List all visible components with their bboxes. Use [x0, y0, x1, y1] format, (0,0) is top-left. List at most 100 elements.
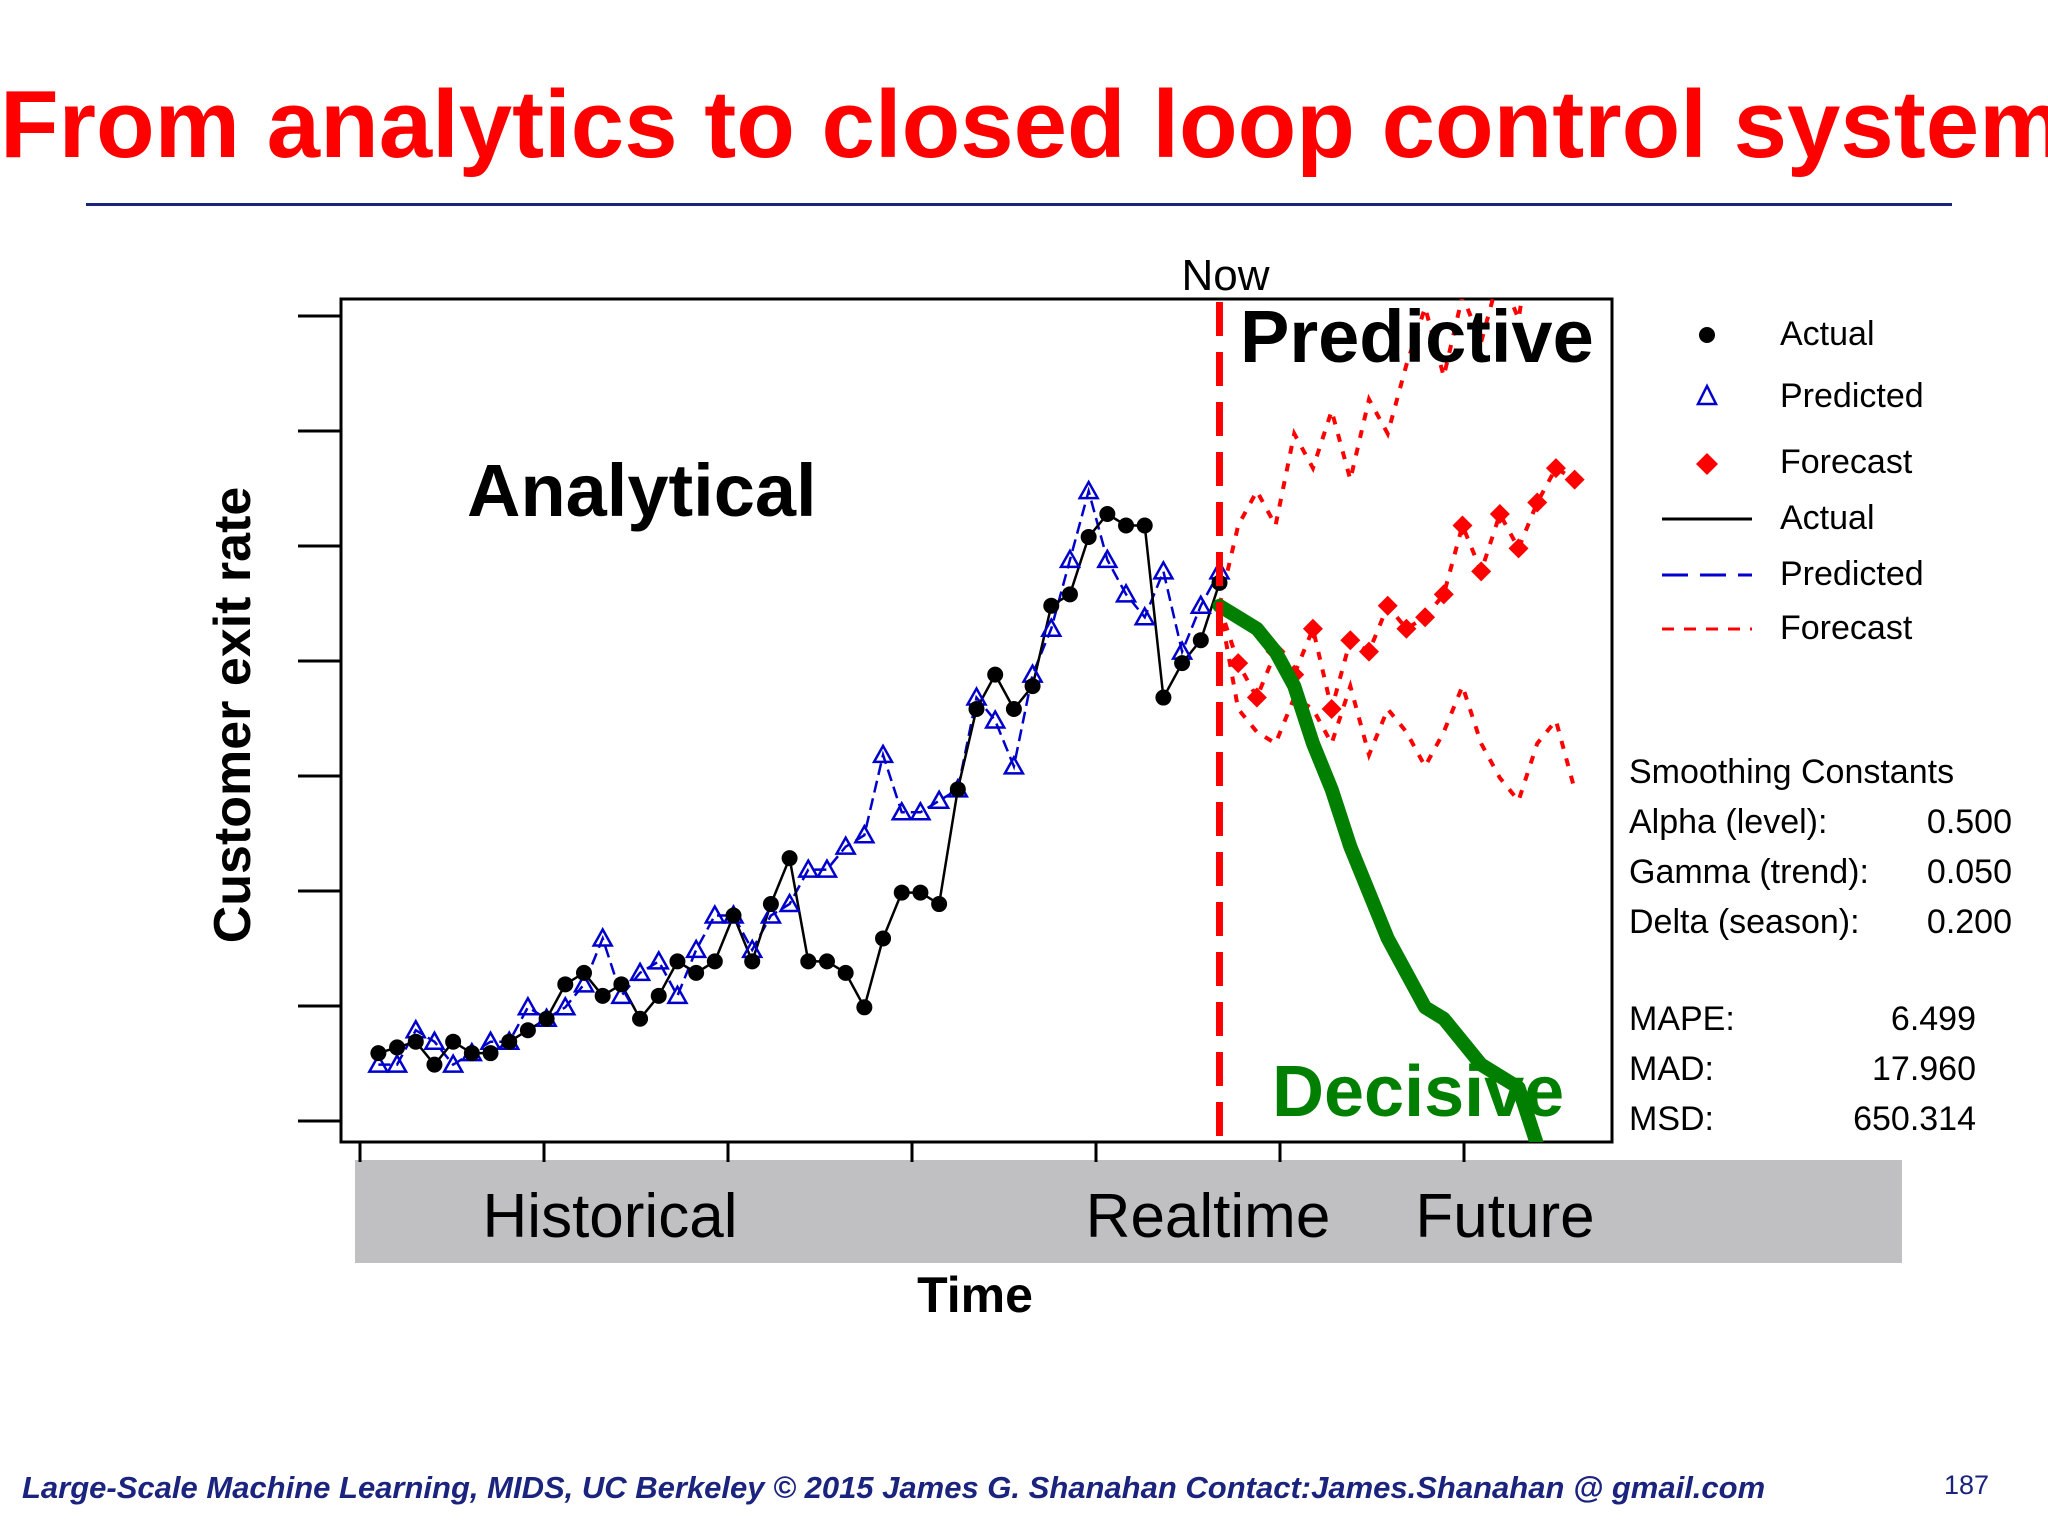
actual-point: [594, 987, 611, 1004]
legend-label: Actual: [1780, 499, 1875, 537]
predicted-point: [1002, 754, 1026, 775]
smoothing-value: 0.050: [1927, 853, 2012, 891]
actual-point: [1061, 586, 1078, 603]
predictive-label: Predictive: [1240, 295, 1594, 378]
actual-point: [837, 964, 854, 981]
actual-point: [613, 976, 630, 993]
forecast-point: [1545, 458, 1566, 479]
actual-point: [949, 781, 966, 798]
forecast-point: [1471, 561, 1492, 582]
legend-label: Actual: [1780, 315, 1875, 353]
time-band-bg: [355, 1160, 1902, 1263]
footer-credit: Large-Scale Machine Learning, MIDS, UC B…: [22, 1470, 1766, 1505]
time-band: Historical Realtime Future: [355, 1160, 1902, 1263]
accuracy-value: 17.960: [1872, 1050, 1976, 1088]
forecast-point: [1527, 492, 1548, 513]
legend-triangle-icon: [1695, 383, 1719, 406]
actual-point: [538, 1010, 555, 1027]
actual-point: [370, 1045, 387, 1062]
legend-label: Forecast: [1780, 609, 1913, 647]
actual-point: [893, 884, 910, 901]
predicted-point: [572, 972, 596, 993]
legend-label: Forecast: [1780, 443, 1913, 481]
actual-point: [781, 850, 798, 867]
actual-point: [519, 1022, 536, 1039]
predicted-point: [666, 984, 689, 1005]
forecast-point: [1302, 618, 1323, 639]
accuracy-value: 6.499: [1891, 1000, 1976, 1038]
predicted-point: [759, 903, 783, 924]
predicted-point: [703, 903, 726, 924]
forecast-point: [1433, 584, 1454, 605]
time-band-label: Historical: [483, 1182, 738, 1251]
actual-point: [669, 953, 686, 970]
accuracy-value: 650.314: [1853, 1100, 1976, 1138]
stats-panel: Smoothing Constants Alpha (level): 0.500 Ga…: [1629, 753, 2012, 1138]
accuracy-label: MSD:: [1629, 1100, 1714, 1138]
time-band-label: Future: [1415, 1182, 1594, 1251]
slide-title: From analytics to closed loop control sy…: [0, 71, 2048, 178]
forecast-line: [1217, 299, 1524, 607]
actual-point: [1043, 597, 1060, 614]
actual-point: [987, 666, 1004, 683]
forecast-point: [1377, 595, 1398, 616]
forecast-line: [1217, 605, 1577, 805]
smoothing-label: Delta (season):: [1629, 903, 1860, 941]
predicted-line: [378, 486, 1221, 1067]
predicted-point: [871, 743, 895, 764]
forecast-point: [1359, 641, 1380, 662]
actual-point: [557, 976, 574, 993]
actual-point: [856, 999, 873, 1016]
predicted-point: [1096, 548, 1119, 569]
actual-point: [800, 953, 817, 970]
legend-label: Predicted: [1780, 377, 1924, 415]
now-label: Now: [1181, 251, 1269, 300]
actual-point: [1005, 701, 1022, 718]
actual-point: [632, 1010, 649, 1027]
predicted-point: [797, 858, 820, 878]
predicted-point: [610, 984, 633, 1005]
forecast-point: [1489, 504, 1510, 525]
actual-point: [818, 953, 835, 970]
predicted-point: [890, 800, 913, 821]
predicted-point: [927, 789, 951, 810]
decisive-line: [1212, 598, 1544, 1142]
actual-point: [389, 1039, 406, 1056]
predicted-point: [442, 1053, 465, 1073]
actual-point: [1136, 517, 1153, 534]
actual-point: [463, 1045, 480, 1062]
actual-point: [968, 701, 985, 718]
smoothing-value: 0.500: [1927, 803, 2012, 841]
predicted-point: [516, 995, 540, 1016]
predicted-point: [1189, 594, 1212, 615]
predicted-point: [853, 823, 876, 844]
predicted-point: [554, 995, 577, 1016]
predicted-point: [815, 858, 839, 878]
smoothing-label: Alpha (level):: [1629, 803, 1827, 841]
x-axis-label: Time: [917, 1267, 1033, 1323]
smoothing-value: 0.200: [1927, 903, 2012, 941]
predicted-point: [684, 938, 708, 959]
predicted-point: [423, 1030, 446, 1050]
actual-point: [575, 964, 592, 981]
predicted-point: [1040, 617, 1063, 637]
series-layer: [367, 299, 1585, 1142]
predicted-point: [1133, 605, 1156, 626]
actual-point: [875, 930, 892, 947]
predicted-point: [1058, 548, 1082, 569]
legend-label: Predicted: [1780, 555, 1924, 593]
predicted-point: [628, 961, 652, 982]
predicted-point: [1152, 559, 1175, 580]
predicted-point: [385, 1053, 409, 1073]
forecast-point: [1321, 699, 1342, 720]
forecast-point: [1396, 618, 1417, 639]
predicted-point: [834, 835, 857, 855]
actual-point: [482, 1045, 499, 1062]
legend-diamond-icon: [1696, 453, 1718, 475]
forecast-point: [1508, 538, 1529, 559]
actual-point: [1024, 678, 1041, 695]
predicted-point: [778, 892, 801, 913]
predicted-point: [1077, 479, 1100, 500]
actual-point: [1155, 689, 1172, 706]
forecast-line: [1217, 465, 1576, 710]
